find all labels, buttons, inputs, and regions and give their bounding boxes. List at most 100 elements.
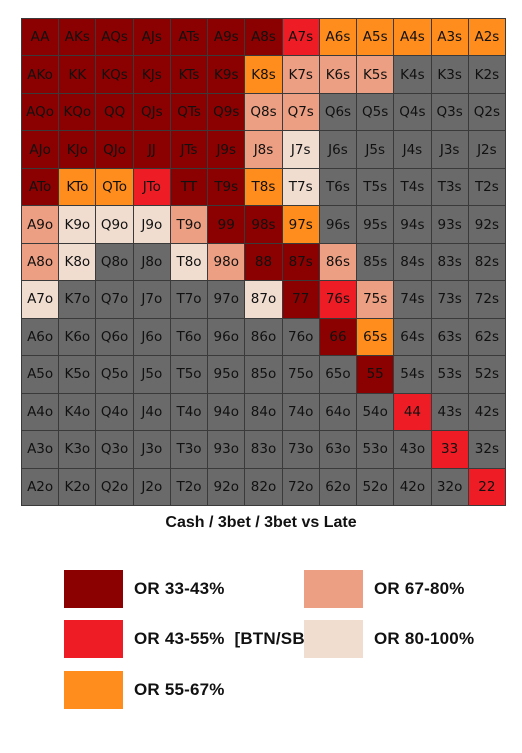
hand-cell-J5o: J5o <box>133 356 171 394</box>
hand-cell-T7o: T7o <box>170 281 209 319</box>
hand-cell-J2o: J2o <box>133 468 171 506</box>
hand-cell-86o: 86o <box>245 318 283 357</box>
hand-cell-94s: 94s <box>394 206 432 244</box>
hand-cell-A4o: A4o <box>22 393 60 432</box>
hand-cell-55: 55 <box>357 356 395 394</box>
hand-cell-J7s: J7s <box>282 131 320 169</box>
hand-cell-86s: 86s <box>319 243 358 282</box>
hand-cell-J8o: J8o <box>133 243 171 282</box>
hand-cell-83s: 83s <box>431 243 469 282</box>
hand-cell-96s: 96s <box>319 206 358 244</box>
hand-cell-JJ: JJ <box>133 131 171 169</box>
hand-cell-T5s: T5s <box>357 168 395 207</box>
hand-cell-K9s: K9s <box>208 56 246 94</box>
hand-cell-T6s: T6s <box>319 168 358 207</box>
hand-cell-AKs: AKs <box>59 19 97 57</box>
hand-cell-74s: 74s <box>394 281 432 319</box>
hand-cell-J4s: J4s <box>394 131 432 169</box>
hand-cell-K6s: K6s <box>319 56 358 94</box>
hand-cell-92s: 92s <box>468 206 506 244</box>
hand-cell-T2s: T2s <box>468 168 506 207</box>
hand-cell-T9o: T9o <box>170 206 209 244</box>
hand-cell-43s: 43s <box>431 393 469 432</box>
hand-cell-85s: 85s <box>357 243 395 282</box>
hand-cell-97o: 97o <box>208 281 246 319</box>
hand-cell-66: 66 <box>319 318 358 357</box>
hand-cell-Q8s: Q8s <box>245 93 283 132</box>
hand-cell-K4o: K4o <box>59 393 97 432</box>
hand-cell-62s: 62s <box>468 318 506 357</box>
hand-cell-A7o: A7o <box>22 281 60 319</box>
hand-cell-K9o: K9o <box>59 206 97 244</box>
hand-cell-QJs: QJs <box>133 93 171 132</box>
hand-cell-J3o: J3o <box>133 431 171 469</box>
hand-cell-87s: 87s <box>282 243 320 282</box>
hand-cell-K3s: K3s <box>431 56 469 94</box>
hand-cell-52s: 52s <box>468 356 506 394</box>
hand-cell-65s: 65s <box>357 318 395 357</box>
hand-cell-J2s: J2s <box>468 131 506 169</box>
hand-cell-K6o: K6o <box>59 318 97 357</box>
legend-swatch-salmon <box>304 570 363 608</box>
hand-cell-A5o: A5o <box>22 356 60 394</box>
hand-cell-97s: 97s <box>282 206 320 244</box>
hand-cell-84o: 84o <box>245 393 283 432</box>
hand-cell-K4s: K4s <box>394 56 432 94</box>
hand-cell-72s: 72s <box>468 281 506 319</box>
hand-cell-73o: 73o <box>282 431 320 469</box>
hand-cell-63s: 63s <box>431 318 469 357</box>
hand-cell-Q5o: Q5o <box>96 356 134 394</box>
hand-cell-KK: KK <box>59 56 97 94</box>
legend-label-red: OR 43-55% [BTN/SB] <box>134 629 311 648</box>
hand-cell-T5o: T5o <box>170 356 209 394</box>
hand-cell-K5o: K5o <box>59 356 97 394</box>
hand-cell-J8s: J8s <box>245 131 283 169</box>
hand-cell-A5s: A5s <box>357 19 395 57</box>
hand-cell-Q4o: Q4o <box>96 393 134 432</box>
hand-cell-Q3s: Q3s <box>431 93 469 132</box>
hand-cell-Q9o: Q9o <box>96 206 134 244</box>
hand-cell-95o: 95o <box>208 356 246 394</box>
hand-cell-T8s: T8s <box>245 168 283 207</box>
hand-cell-87o: 87o <box>245 281 283 319</box>
hand-cell-98s: 98s <box>245 206 283 244</box>
hand-cell-K8o: K8o <box>59 243 97 282</box>
legend-swatch-dark <box>64 570 123 608</box>
hand-cell-64s: 64s <box>394 318 432 357</box>
hand-cell-76s: 76s <box>319 281 358 319</box>
hand-cell-QQ: QQ <box>96 93 134 132</box>
hand-cell-64o: 64o <box>319 393 358 432</box>
legend-label-dark: OR 33-43% <box>134 579 225 598</box>
legend-swatch-orange <box>64 671 123 709</box>
legend-item-salmon: OR 67-80% <box>304 570 465 608</box>
legend-label-orange: OR 55-67% <box>134 680 225 699</box>
hand-cell-KTo: KTo <box>59 168 97 207</box>
hand-cell-75o: 75o <box>282 356 320 394</box>
hand-cell-99: 99 <box>208 206 246 244</box>
hand-cell-A9o: A9o <box>22 206 60 244</box>
hand-cell-32o: 32o <box>431 468 469 506</box>
hand-cell-KJs: KJs <box>133 56 171 94</box>
hand-cell-76o: 76o <box>282 318 320 357</box>
hand-cell-Q4s: Q4s <box>394 93 432 132</box>
legend-label-light: OR 80-100% <box>374 629 475 648</box>
hand-cell-Q6s: Q6s <box>319 93 358 132</box>
hand-cell-42o: 42o <box>394 468 432 506</box>
hand-cell-T6o: T6o <box>170 318 209 357</box>
legend-item-red: OR 43-55% [BTN/SB] <box>64 620 311 658</box>
hand-cell-AJs: AJs <box>133 19 171 57</box>
hand-cell-98o: 98o <box>208 243 246 282</box>
hand-cell-J9o: J9o <box>133 206 171 244</box>
hand-cell-QTo: QTo <box>96 168 134 207</box>
hand-cell-Q3o: Q3o <box>96 431 134 469</box>
hand-cell-T2o: T2o <box>170 468 209 506</box>
hand-cell-53s: 53s <box>431 356 469 394</box>
hand-cell-J6o: J6o <box>133 318 171 357</box>
hand-cell-A8s: A8s <box>245 19 283 57</box>
hand-cell-K8s: K8s <box>245 56 283 94</box>
legend-item-dark: OR 33-43% <box>64 570 225 608</box>
hand-cell-Q7s: Q7s <box>282 93 320 132</box>
hand-cell-AQs: AQs <box>96 19 134 57</box>
hand-cell-32s: 32s <box>468 431 506 469</box>
hand-cell-AA: AA <box>22 19 60 57</box>
